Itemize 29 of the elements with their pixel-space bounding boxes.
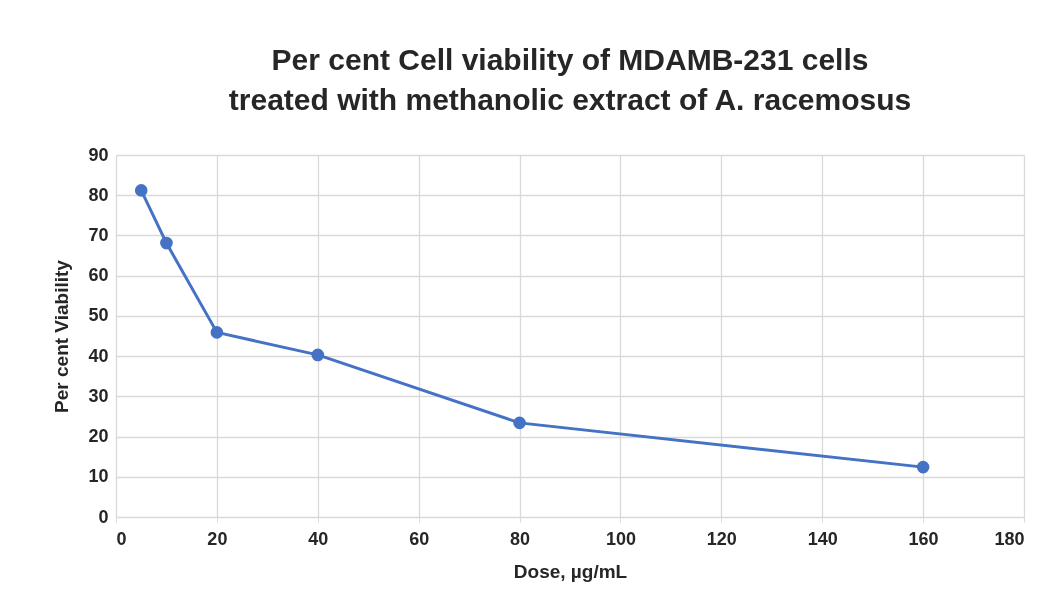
y-tick-label: 90	[88, 144, 109, 165]
y-tick-label: 20	[88, 426, 109, 447]
x-tick-label: 60	[409, 528, 430, 549]
y-tick-label: 0	[98, 506, 109, 527]
x-tick-label: 140	[807, 528, 838, 549]
y-tick-label: 50	[88, 305, 109, 326]
y-tick-label: 70	[88, 224, 109, 245]
x-axis-title: Dose, µg/mL	[513, 560, 628, 582]
x-tick-label: 0	[116, 528, 127, 549]
x-tick-label: 180	[994, 528, 1025, 549]
y-tick-label: 10	[88, 466, 109, 487]
y-tick-label: 80	[88, 184, 109, 205]
y-tick-label: 40	[88, 345, 109, 366]
chart-title: Per cent Cell viability of MDAMB-231 cells treated with methanolic extract of A. racemosus	[228, 43, 912, 116]
x-tick-label: 160	[908, 528, 939, 549]
point	[513, 416, 526, 430]
point	[311, 348, 325, 362]
point	[134, 184, 148, 197]
x-tick-label: 120	[706, 528, 737, 549]
y-tick-label: 30	[88, 385, 109, 406]
x-tick-label: 40	[308, 528, 329, 549]
point	[160, 236, 173, 250]
x-tick-label: 80	[510, 528, 531, 549]
y-tick-label: 60	[88, 265, 109, 286]
x-tick-label: 100	[605, 528, 636, 549]
y-axis-title: Per cent Viability	[51, 259, 73, 413]
x-tick-label: 20	[207, 528, 228, 549]
point	[210, 326, 224, 339]
point	[916, 460, 930, 474]
